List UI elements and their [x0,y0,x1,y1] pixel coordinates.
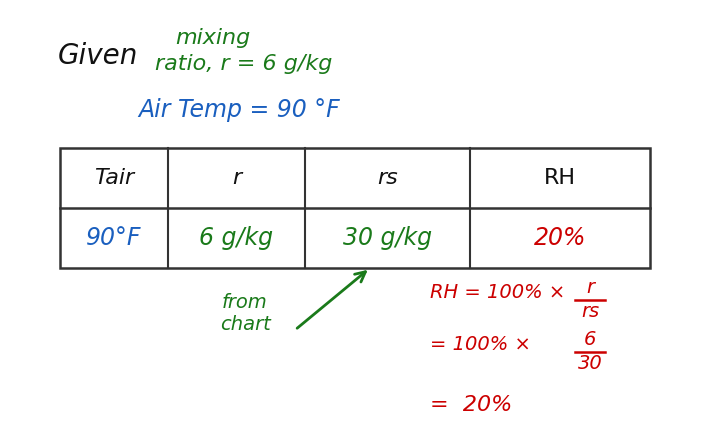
Text: Air Temp = 90 °F: Air Temp = 90 °F [138,98,340,122]
Text: 6 g/kg: 6 g/kg [199,226,274,250]
Text: Given: Given [58,42,139,70]
Text: RH: RH [544,168,576,188]
Text: r: r [232,168,241,188]
Text: from
chart: from chart [220,293,270,334]
Text: 30: 30 [577,354,603,373]
Text: RH = 100% ×: RH = 100% × [430,283,565,302]
Text: ratio, r = 6 g/kg: ratio, r = 6 g/kg [155,54,332,74]
Text: Tair: Tair [94,168,134,188]
Text: 20%: 20% [534,226,586,250]
Text: r: r [586,278,594,297]
Text: =  20%: = 20% [430,395,513,415]
Bar [60,148,650,268]
Text: 6: 6 [584,330,596,349]
Text: 30 g/kg: 30 g/kg [343,226,432,250]
Text: rs: rs [581,302,599,321]
Text: 90°F: 90°F [87,226,142,250]
Text: mixing: mixing [175,28,250,48]
Text: rs: rs [377,168,398,188]
Text: = 100% ×: = 100% × [430,335,531,354]
